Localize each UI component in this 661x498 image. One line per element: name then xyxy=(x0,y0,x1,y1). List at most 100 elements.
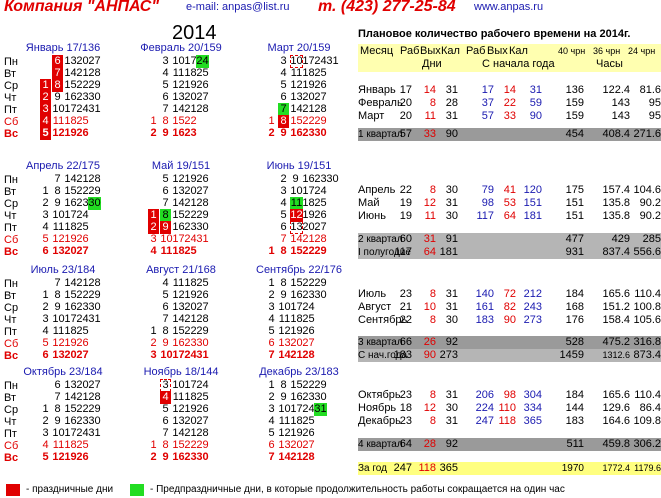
cell-h36: 408.4 xyxy=(602,128,630,140)
calendar-day: 3 xyxy=(150,233,157,245)
cell-r: 19 xyxy=(399,210,412,222)
weekday-label: Пт xyxy=(4,222,17,234)
calendar-day: 24 xyxy=(196,379,209,391)
calendar-day: 16 xyxy=(172,337,185,349)
calendar-day: 17 xyxy=(290,301,303,313)
calendar-day: 15 xyxy=(64,289,77,301)
row-label: Январь xyxy=(358,84,396,96)
company-site[interactable]: www.anpas.ru xyxy=(474,1,544,13)
calendar-day: 5 xyxy=(268,325,275,337)
calendar-day: 29 xyxy=(314,245,327,257)
calendar-day: 19 xyxy=(64,233,77,245)
calendar-day: 12 xyxy=(52,233,65,245)
calendar-day: 10 xyxy=(52,427,65,439)
calendar-day: 16 xyxy=(64,415,77,427)
calendar-day: 16 xyxy=(172,127,185,139)
cell-h24: 1179.6 xyxy=(634,463,661,473)
calendar-day: 7 xyxy=(54,173,61,185)
calendar-day: 30 xyxy=(196,221,209,233)
cell-ck: 151 xyxy=(523,197,542,209)
cell-h40: 151 xyxy=(565,210,584,222)
cell-cv: 33 xyxy=(503,110,516,122)
calendar-day: 25 xyxy=(314,67,327,79)
calendar-day: 13 xyxy=(290,221,303,234)
calendar-day: 6 xyxy=(52,55,63,68)
cell-v: 11 xyxy=(424,210,436,222)
calendar-day: 28 xyxy=(196,103,209,115)
calendar-day: 2 xyxy=(280,173,287,185)
calendar-day: 24 xyxy=(76,427,89,439)
calendar-day: 1 xyxy=(150,439,157,451)
calendar-day: 9 xyxy=(54,91,61,103)
month-calendar: Июнь 19/151 1 2 3 4 5 6 7 8 9 10 11 12 13 14 15 16 17 18 19… xyxy=(240,160,358,262)
cell-h24: 90.2 xyxy=(639,210,661,222)
calendar-day: 21 xyxy=(290,349,303,361)
calendar-day: 22 xyxy=(184,439,197,451)
calendar-day: 13 xyxy=(172,91,185,103)
calendar-day: 20 xyxy=(184,185,197,197)
cell-r: 22 xyxy=(399,314,412,326)
calendar-day: 3 xyxy=(162,55,169,67)
calendar-day: 26 xyxy=(196,403,209,415)
col-k2-header: Кал xyxy=(509,45,528,57)
table-row: С нач.года 183 90 273 1459 1312.6 873.4 xyxy=(358,349,661,362)
calendar-day: 27 xyxy=(88,55,101,67)
cell-cr: 161 xyxy=(475,301,494,313)
calendar-day: 3 xyxy=(150,349,157,361)
cell-v: 26 xyxy=(423,336,436,348)
calendar-day: 30 xyxy=(88,301,101,313)
cell-cv: 22 xyxy=(503,97,516,109)
table-row: Август 21 10 31 161 82 243 168 151.2 100.8 xyxy=(358,301,661,314)
calendar-day: 28 xyxy=(88,173,101,185)
calendar-day: 7 xyxy=(162,313,169,325)
calendar-day: 9 xyxy=(162,337,169,349)
calendar-day: 17 xyxy=(184,55,197,67)
cell-h24: 285 xyxy=(642,233,661,245)
cell-k: 92 xyxy=(445,336,458,348)
cell-r: 60 xyxy=(399,233,412,245)
cell-k: 30 xyxy=(445,184,458,196)
days-group-header: Дни xyxy=(422,58,442,70)
cell-h36: 475.2 xyxy=(602,336,630,348)
calendar-day: 31 xyxy=(314,403,327,416)
cell-h36: 1312.6 xyxy=(602,350,630,360)
calendar-day: 18 xyxy=(184,277,197,289)
calendar-day: 1 xyxy=(40,79,51,92)
calendar-day: 27 xyxy=(196,415,209,427)
cell-h40: 511 xyxy=(566,438,584,450)
cell-r: 23 xyxy=(399,288,412,300)
calendar-day: 26 xyxy=(76,337,89,349)
calendar-day: 22 xyxy=(76,289,89,301)
calendar-day: 2 xyxy=(42,301,49,313)
calendar-day: 9 xyxy=(280,391,287,403)
calendar-day: 20 xyxy=(64,245,77,257)
table-row: Январь 17 14 31 17 14 31 136 122.4 81.6 xyxy=(358,84,661,97)
weekday-label: Вт xyxy=(4,290,17,302)
table-row: Июнь 19 11 30 117 64 181 151 135.8 90.2 xyxy=(358,210,661,223)
cell-k: 92 xyxy=(445,438,458,450)
calendar-day: 11 xyxy=(52,325,65,337)
table-row: 1 квартал 57 33 90 454 408.4 271.6 xyxy=(358,128,661,141)
calendar-day: 15 xyxy=(290,379,303,391)
calendar-day: 4 xyxy=(42,325,49,337)
cell-v: 8 xyxy=(429,314,436,326)
calendar-day: 6 xyxy=(162,185,169,197)
calendar-day: 24 xyxy=(184,233,197,245)
calendar-day: 10 xyxy=(172,55,185,67)
calendar-day: 29 xyxy=(88,185,101,197)
calendar-day: 23 xyxy=(184,221,197,233)
calendar-day: 22 xyxy=(184,209,197,221)
row-label: I полугодие xyxy=(358,247,411,258)
cell-r: 19 xyxy=(399,197,412,209)
month-calendar: Август 21/168 1 2 3 4 5 6 7 8 9 10 11 12 13 14 15 16 17 18… xyxy=(122,264,240,366)
calendar-day: 28 xyxy=(196,427,209,439)
calendar-day: 10 xyxy=(52,209,65,221)
calendar-day: 28 xyxy=(196,197,209,209)
company-email[interactable]: e-mail: anpas@list.ru xyxy=(186,1,290,13)
calendar-day: 23 xyxy=(76,197,89,209)
cell-k: 31 xyxy=(445,197,458,209)
calendar-day: 14 xyxy=(64,67,77,79)
calendar-day: 9 xyxy=(280,127,287,139)
calendar-day: 17 xyxy=(302,185,315,197)
calendar-day: 11 xyxy=(52,439,65,451)
